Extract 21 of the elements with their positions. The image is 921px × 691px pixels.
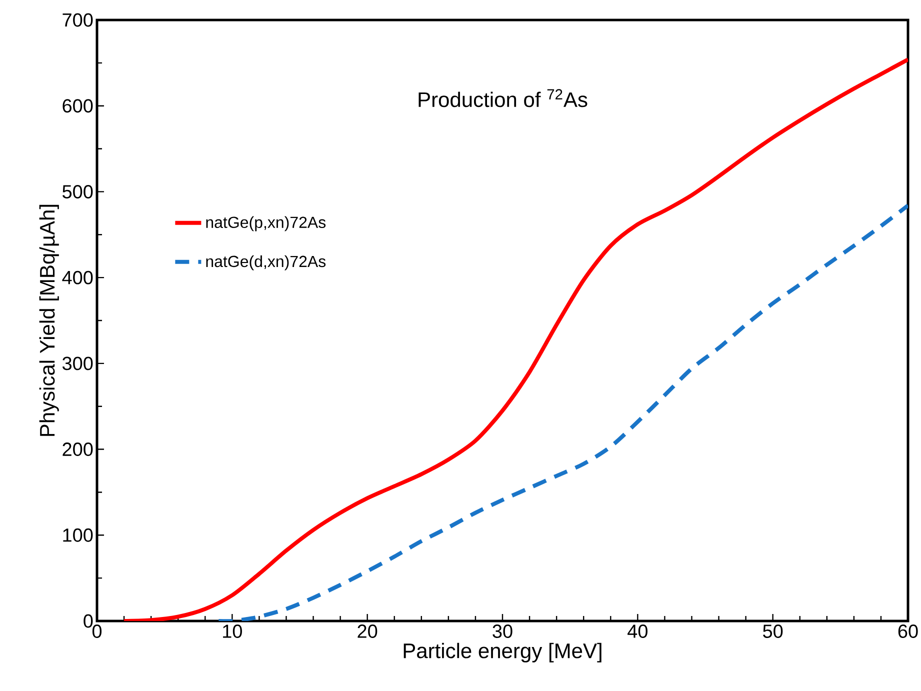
legend-label: natGe(d,xn)72As	[206, 255, 326, 270]
x-tick-label: 20	[358, 624, 378, 638]
x-tick-label: 60	[898, 624, 918, 638]
x-tick-label: 40	[628, 624, 648, 638]
text: Production of $^{72}$As	[418, 89, 588, 108]
y-tick-label: 700	[62, 13, 93, 27]
x-tick-label: 0	[92, 624, 102, 638]
y-tick-label: 0	[84, 614, 93, 628]
x-tick-label: 10	[223, 624, 242, 638]
y-tick-label: 500	[62, 184, 93, 198]
x-tick-label: 30	[492, 624, 512, 638]
y-tick-label: 200	[62, 442, 93, 456]
y-tick-label: 600	[62, 99, 93, 113]
y-tick-label: 100	[63, 528, 93, 542]
y-axis-title: Physical Yield [MBq/µAh]	[39, 204, 59, 436]
x-axis-title: Particle energy [MeV]	[404, 642, 602, 662]
x-tick-label: 50	[763, 624, 783, 638]
line-series	[122, 57, 908, 621]
legend-label: natGe(p,xn)72As	[206, 216, 326, 232]
y-tick-label: 400	[62, 270, 93, 284]
y-tick-label: 300	[62, 356, 93, 370]
